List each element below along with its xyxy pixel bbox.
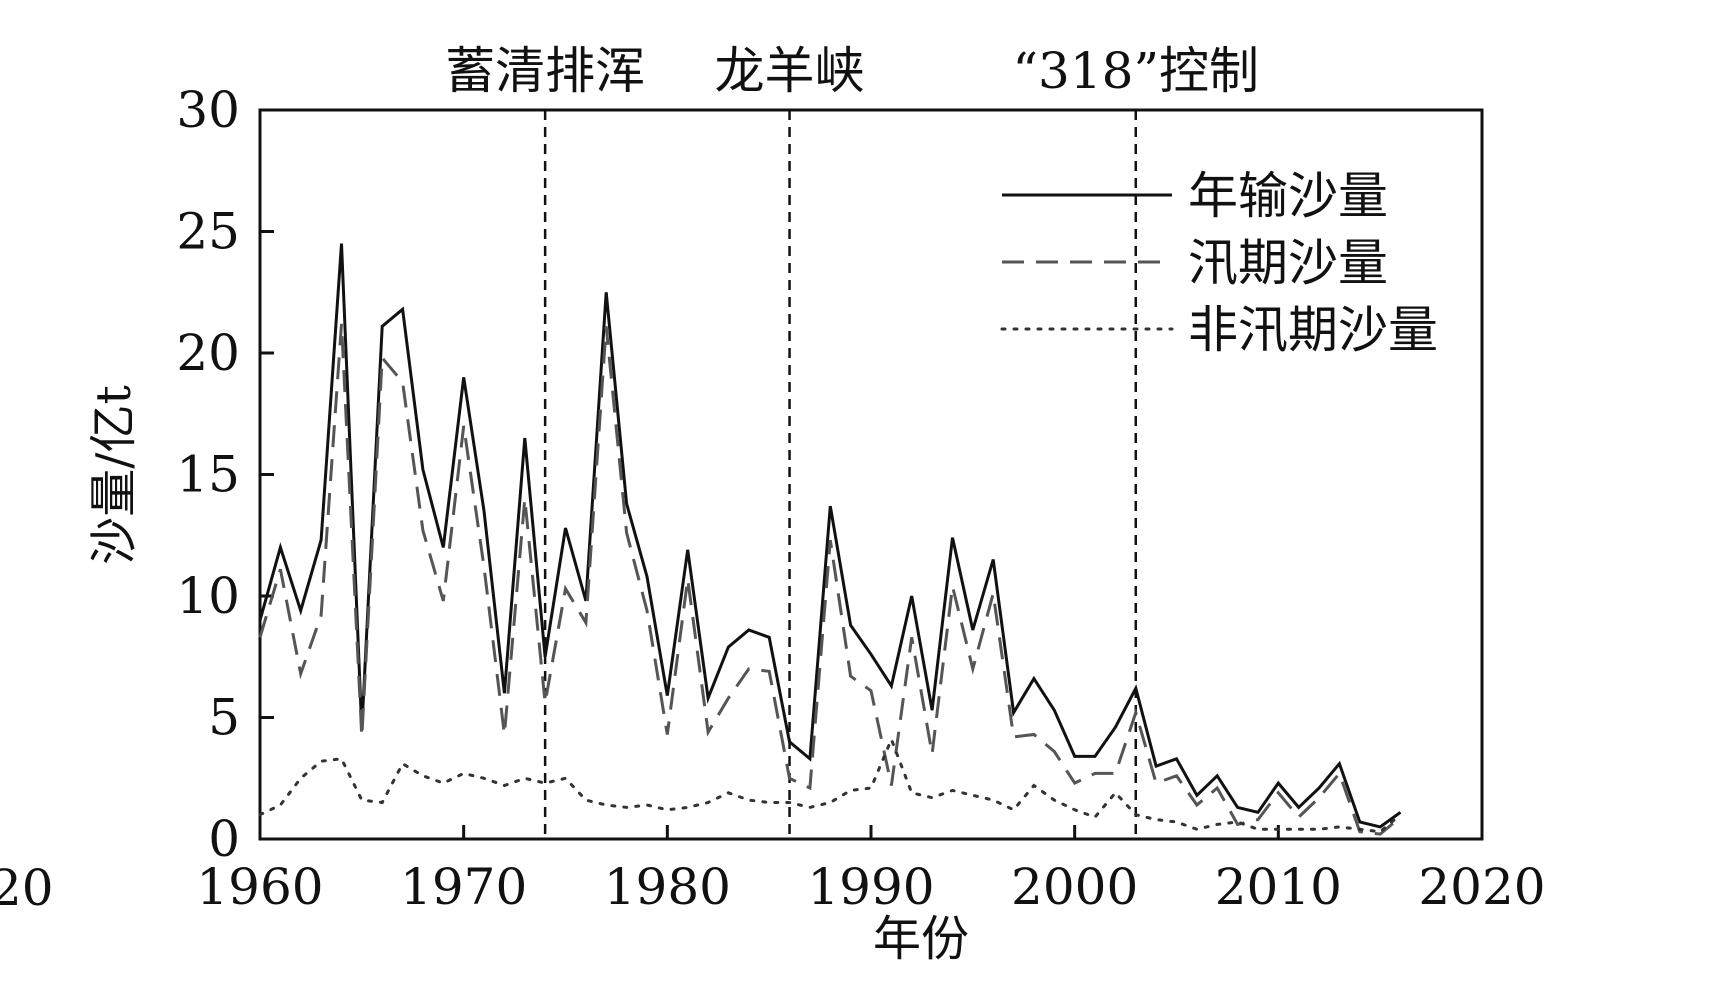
legend-label: 汛期沙量 [1188,234,1388,292]
x-tick-label: 1970 [400,858,527,916]
event-label: “318”控制 [1012,42,1259,100]
legend-label: 非汛期沙量 [1188,301,1438,359]
legend-label: 年输沙量 [1188,167,1388,225]
y-tick-label: 15 [176,446,240,504]
series-line-dashed [258,323,1402,836]
y-tick-label: 20 [176,324,240,382]
x-axis-ticks: 1960 1970 1980 1990 2000 2010 2020 [196,825,1546,916]
y-tick-label: 30 [176,81,240,139]
y-tick-label: 0 [208,810,240,868]
event-label: 龙羊峡 [715,42,865,100]
y-tick-label: 5 [208,689,240,747]
x-tick-label: 2010 [1215,858,1342,916]
x-tick-label: 1980 [604,858,731,916]
y-axis-label: 沙量/亿t [86,385,142,564]
x-tick-label: 1990 [807,858,934,916]
y-axis-ticks: 0 5 10 15 20 25 30 [176,81,274,868]
y-tick-label: 25 [176,203,240,261]
series-line-solid [258,243,1402,829]
x-tick-label: 2020 [1418,858,1545,916]
y-tick-label: 10 [176,567,240,625]
series-line-dotted [258,735,1402,834]
event-label: 蓄清排浑 [445,42,645,100]
x-tick-label: 1960 [196,858,323,916]
edge-fragment-label: 20 [0,859,54,917]
series-lines [258,243,1402,836]
event-markers: 蓄清排浑 龙羊峡 “318”控制 [445,42,1259,839]
x-axis-label: 年份 [873,911,969,967]
x-tick-label: 2000 [1011,858,1138,916]
